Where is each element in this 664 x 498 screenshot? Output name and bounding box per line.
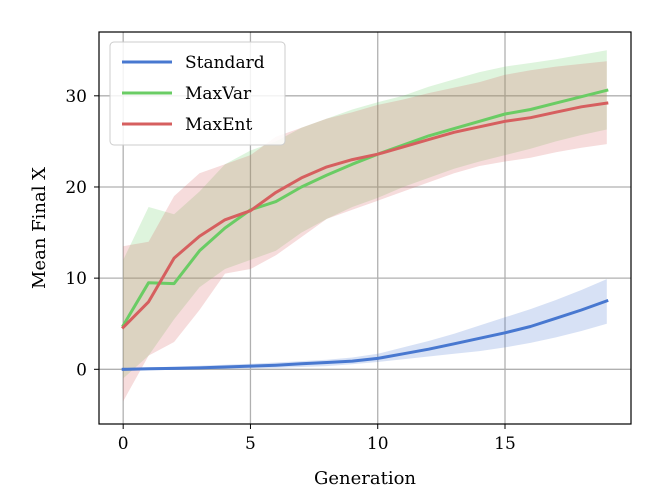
- axis-ticks: 0 5 10 15 0 10 20 30: [65, 87, 515, 454]
- y-tick-label: 0: [76, 360, 87, 380]
- legend-label-maxent: MaxEnt: [185, 115, 252, 135]
- legend-label-standard: Standard: [185, 53, 265, 73]
- x-tick-label: 15: [494, 434, 516, 454]
- series-line-standard: [121, 298, 609, 371]
- y-tick-label: 10: [65, 269, 87, 289]
- y-axis-title: Mean Final X: [29, 167, 50, 289]
- x-tick-label: 0: [118, 434, 129, 454]
- plot-frame: [98, 31, 632, 425]
- legend-frame: [109, 41, 286, 146]
- series-line-maxvar: [121, 88, 609, 328]
- band-standard: [123, 279, 607, 372]
- band-maxent: [123, 61, 607, 402]
- series-line-maxent: [121, 101, 609, 330]
- y-tick-label: 30: [65, 87, 87, 107]
- series-lines: [121, 88, 609, 371]
- confidence-bands: [123, 50, 607, 402]
- y-tick-label: 20: [65, 178, 87, 198]
- legend-label-maxvar: MaxVar: [185, 84, 252, 104]
- x-axis-title: Generation: [314, 468, 416, 489]
- x-tick-label: 5: [245, 434, 256, 454]
- x-tick-label: 10: [367, 434, 389, 454]
- band-maxvar: [123, 50, 607, 379]
- legend: Standard MaxVar MaxEnt: [109, 41, 286, 146]
